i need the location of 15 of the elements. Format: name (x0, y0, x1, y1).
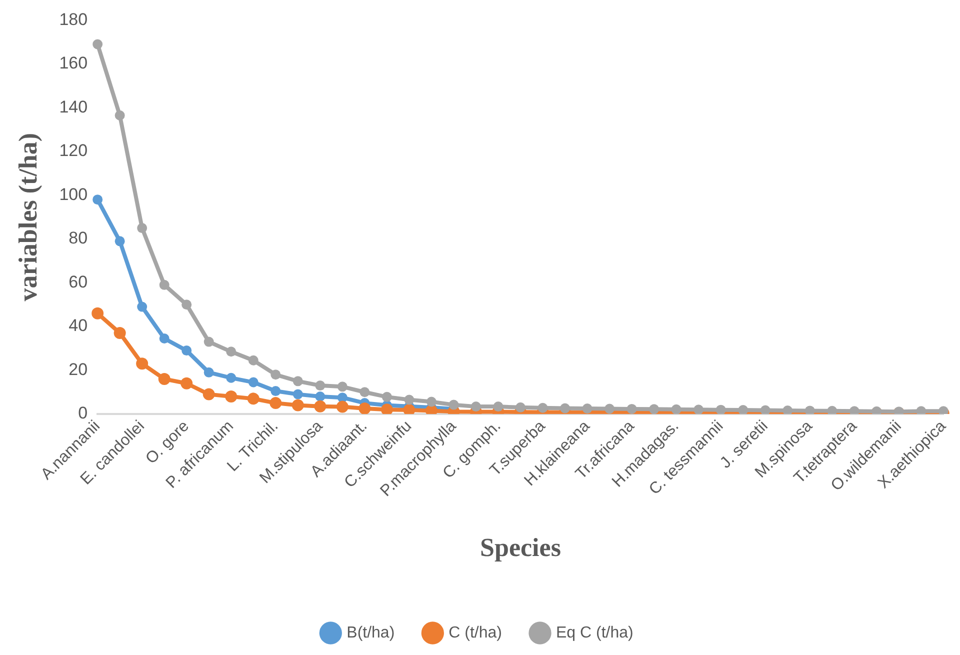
y-axis-title: variables (t/ha) (13, 132, 42, 302)
x-axis-title: Species (480, 533, 561, 562)
y-tick-label: 140 (59, 97, 88, 116)
y-tick-label: 60 (68, 272, 88, 292)
y-tick-label: 20 (68, 360, 88, 379)
legend-label: B(t/ha) (346, 624, 395, 642)
legend-label: C (t/ha) (448, 624, 502, 642)
y-tick-label: 120 (59, 141, 88, 160)
y-tick-label: 80 (68, 228, 88, 248)
y-tick-label: 100 (59, 184, 88, 204)
y-tick-label: 180 (59, 10, 88, 29)
y-tick-label: 40 (68, 316, 88, 336)
y-tick-label: 160 (59, 54, 88, 73)
legend-label: Eq C (t/ha) (556, 624, 634, 642)
y-tick-label: 0 (78, 404, 88, 423)
